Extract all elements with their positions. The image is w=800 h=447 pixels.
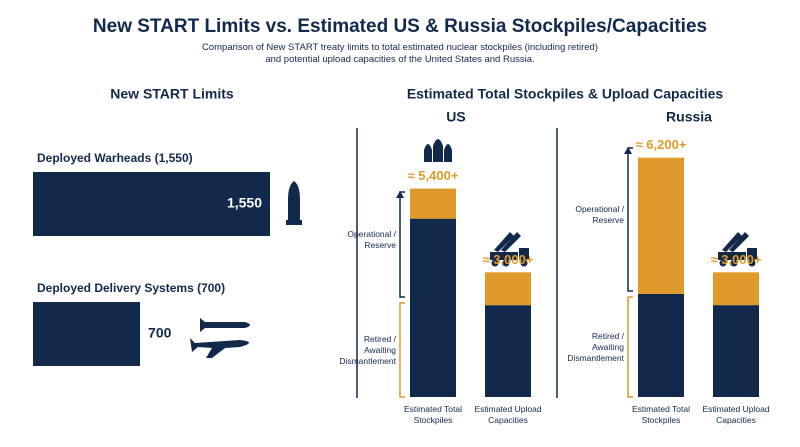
launcher-icon bbox=[490, 232, 529, 267]
bar-segment bbox=[410, 218, 456, 397]
bar-segment bbox=[410, 188, 456, 219]
category-label: Estimated Total Stockpiles bbox=[632, 404, 690, 425]
panel-title: US bbox=[446, 109, 465, 125]
subtitle: Comparison of New START treaty limits to… bbox=[202, 42, 598, 65]
bar bbox=[33, 172, 270, 236]
series-label: Retired / Awaiting Dismantlement bbox=[567, 331, 624, 363]
bracket-arrow bbox=[396, 191, 404, 198]
bracket bbox=[627, 296, 633, 398]
category-label: Estimated Upload Capacities bbox=[474, 404, 542, 425]
series-label: Operational / Reserve bbox=[575, 203, 624, 225]
bar-segment bbox=[485, 305, 531, 397]
series-label: Retired / Awaiting Dismantlement bbox=[339, 334, 396, 366]
category-label: Estimated Total Stockpiles bbox=[404, 404, 462, 425]
warhead-icon bbox=[286, 181, 302, 225]
panel-title: Russia bbox=[666, 109, 712, 125]
bar-segment bbox=[713, 305, 759, 397]
section-title: New START Limits bbox=[110, 86, 234, 102]
bracket bbox=[627, 147, 633, 292]
value-label: 1,550 bbox=[227, 195, 262, 211]
bracket bbox=[399, 191, 405, 298]
bar-segment bbox=[485, 272, 531, 306]
total-label: ≈ 5,400+ bbox=[408, 168, 459, 183]
series-label: Operational / Reserve bbox=[347, 228, 396, 250]
bar-segment bbox=[713, 272, 759, 306]
bracket-arrow bbox=[624, 147, 632, 154]
value-label: 700 bbox=[148, 325, 172, 341]
bar-segment bbox=[638, 293, 684, 397]
bar-label: Deployed Delivery Systems (700) bbox=[37, 281, 225, 295]
bar bbox=[33, 302, 141, 366]
warheads-icon bbox=[424, 139, 452, 162]
total-label: ≈ 3,000+ bbox=[711, 252, 762, 267]
bar-segment bbox=[638, 157, 684, 294]
category-label: Estimated Upload Capacities bbox=[702, 404, 770, 425]
title: New START Limits vs. Estimated US & Russ… bbox=[93, 16, 707, 37]
bar-label: Deployed Warheads (1,550) bbox=[37, 151, 193, 165]
total-label: ≈ 6,200+ bbox=[636, 137, 687, 152]
bracket bbox=[399, 302, 405, 398]
missile-icon bbox=[190, 318, 250, 358]
section-title: Estimated Total Stockpiles & Upload Capa… bbox=[407, 86, 724, 102]
total-label: ≈ 3,000+ bbox=[483, 252, 534, 267]
